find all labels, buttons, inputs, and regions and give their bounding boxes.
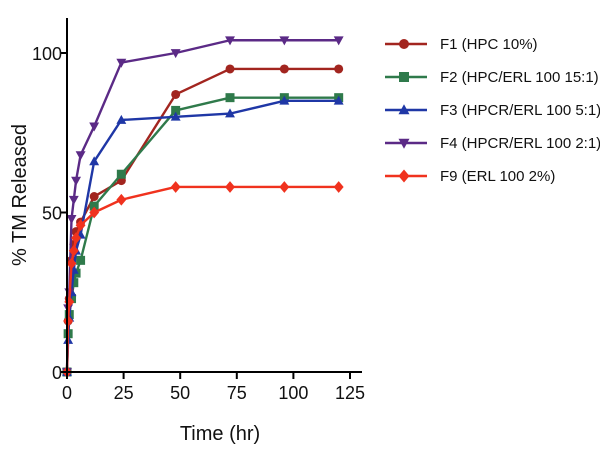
data-point (69, 278, 79, 288)
data-point (171, 89, 181, 99)
axes: 0 25 50 75 100 125 0 50 100 Time (hr) % TM Rele… (9, 18, 365, 445)
legend-label: F3 (HPCR/ERL 100 5:1) (440, 102, 600, 119)
data-point (66, 257, 77, 270)
data-point (116, 58, 127, 68)
legend-label: F1 (HPC 10%) (440, 36, 538, 53)
data-point (279, 36, 290, 46)
x-tick-label: 50 (170, 383, 190, 403)
data-point (89, 156, 100, 166)
data-point (71, 232, 82, 244)
legend-marker (398, 138, 410, 149)
legend-item: F1 (HPC 10%) (385, 36, 538, 53)
data-point (89, 122, 100, 132)
series-5 (62, 181, 344, 378)
x-ticks: 0 25 50 75 100 125 (62, 372, 365, 403)
data-point (170, 49, 181, 59)
series-line (65, 99, 339, 373)
y-tick-label: 100 (32, 44, 62, 64)
data-point (279, 64, 289, 74)
data-point (71, 176, 82, 186)
data-point (170, 181, 181, 193)
y-ticks: 0 50 100 (32, 44, 67, 383)
legend-item: F4 (HPCR/ERL 100 2:1) (385, 135, 600, 152)
legend-label: F9 (ERL 100 2%) (440, 168, 555, 185)
data-point (170, 111, 181, 121)
legend-label: F4 (HPCR/ERL 100 2:1) (440, 135, 600, 152)
data-point (89, 206, 100, 219)
legend-marker (398, 169, 410, 183)
data-point (225, 181, 235, 193)
data-point (225, 93, 235, 103)
x-tick-label: 0 (62, 383, 72, 403)
x-tick-label: 100 (278, 383, 308, 403)
x-tick-label: 75 (227, 383, 247, 403)
y-tick-label: 0 (52, 363, 62, 383)
data-point (75, 151, 86, 161)
data-point (89, 192, 99, 202)
data-point (225, 64, 235, 74)
series-3 (62, 95, 344, 376)
legend-item: F2 (HPC/ERL 100 15:1) (385, 69, 599, 86)
data-point (68, 195, 79, 205)
data-point (63, 315, 74, 327)
data-point (334, 64, 344, 74)
legend-item: F9 (ERL 100 2%) (385, 168, 555, 185)
data-point (116, 114, 127, 124)
data-point (89, 201, 99, 211)
plot-area (62, 36, 344, 378)
data-point (116, 193, 127, 206)
series-1 (62, 64, 344, 377)
y-axis-title: % TM Released (9, 124, 31, 266)
legend-marker (399, 39, 409, 49)
data-point (66, 215, 77, 225)
y-tick-label: 50 (42, 204, 62, 224)
data-point (116, 169, 126, 179)
legend-label: F2 (HPC/ERL 100 15:1) (440, 69, 599, 86)
legend-item: F3 (HPCR/ERL 100 5:1) (385, 102, 600, 119)
series-2 (62, 93, 344, 377)
x-tick-label: 125 (335, 383, 365, 403)
legend: F1 (HPC 10%) F2 (HPC/ERL 100 15:1) F3 (HPC… (385, 36, 600, 185)
x-tick-label: 25 (114, 383, 134, 403)
data-point (225, 36, 235, 46)
data-point (333, 36, 344, 46)
data-point (171, 105, 181, 115)
data-point (333, 95, 344, 105)
data-point (75, 219, 86, 232)
data-point (279, 95, 290, 105)
series-line (65, 185, 339, 373)
data-point (279, 181, 290, 193)
data-point (333, 181, 344, 193)
legend-marker (399, 72, 409, 82)
data-point (76, 255, 86, 265)
x-axis-title: Time (hr) (180, 423, 260, 445)
data-point (225, 108, 235, 118)
data-point (68, 244, 79, 257)
legend-marker (398, 104, 410, 115)
